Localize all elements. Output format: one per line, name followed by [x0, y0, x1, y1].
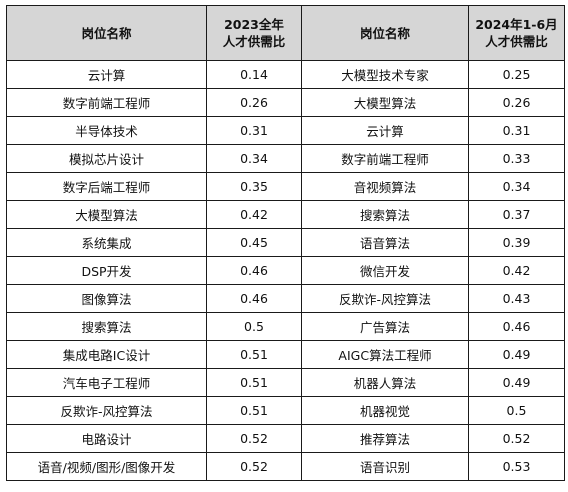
- job-name-2024-cell: AIGC算法工程师: [301, 340, 469, 369]
- header-ratio-2023-period: 2023全年: [224, 17, 284, 32]
- talent-ratio-table: 岗位名称 2023全年 人才供需比 岗位名称 2024年1-6月 人才供需比 云…: [6, 5, 565, 481]
- header-ratio-2023: 2023全年 人才供需比: [206, 5, 302, 61]
- ratio-2023-cell: 0.35: [206, 172, 302, 201]
- job-name-2024-cell: 反欺诈-风控算法: [301, 284, 469, 313]
- job-name-2023-cell: 大模型算法: [6, 200, 207, 229]
- ratio-2023-cell: 0.42: [206, 200, 302, 229]
- header-ratio-2024-label: 人才供需比: [485, 34, 548, 49]
- table-row: 汽车电子工程师 0.51 机器人算法 0.49: [6, 368, 565, 397]
- job-name-2024-cell: 广告算法: [301, 312, 469, 341]
- table-row: 数字前端工程师 0.26 大模型算法 0.26: [6, 88, 565, 117]
- job-name-2023-cell: 集成电路IC设计: [6, 340, 207, 369]
- talent-ratio-table-container: 岗位名称 2023全年 人才供需比 岗位名称 2024年1-6月 人才供需比 云…: [6, 5, 565, 481]
- ratio-2023-cell: 0.45: [206, 228, 302, 257]
- ratio-2023-cell: 0.46: [206, 284, 302, 313]
- table-row: 图像算法 0.46 反欺诈-风控算法 0.43: [6, 284, 565, 313]
- job-name-2023-cell: 数字后端工程师: [6, 172, 207, 201]
- ratio-2023-cell: 0.46: [206, 256, 302, 285]
- job-name-2023-cell: 电路设计: [6, 424, 207, 453]
- ratio-2024-cell: 0.46: [468, 312, 565, 341]
- job-name-2023-cell: 搜索算法: [6, 312, 207, 341]
- job-name-2023-cell: 半导体技术: [6, 116, 207, 145]
- table-row: DSP开发 0.46 微信开发 0.42: [6, 256, 565, 285]
- table-header-row: 岗位名称 2023全年 人才供需比 岗位名称 2024年1-6月 人才供需比: [6, 5, 565, 61]
- header-ratio-2024-period: 2024年1-6月: [475, 17, 558, 32]
- job-name-2023-cell: 数字前端工程师: [6, 88, 207, 117]
- ratio-2023-cell: 0.34: [206, 144, 302, 173]
- table-row: 集成电路IC设计 0.51 AIGC算法工程师 0.49: [6, 340, 565, 369]
- header-ratio-2023-label: 人才供需比: [222, 34, 286, 49]
- ratio-2023-cell: 0.31: [206, 116, 302, 145]
- table-row: 云计算 0.14 大模型技术专家 0.25: [6, 60, 565, 89]
- ratio-2024-cell: 0.49: [468, 340, 565, 369]
- table-row: 模拟芯片设计 0.34 数字前端工程师 0.33: [6, 144, 565, 173]
- ratio-2024-cell: 0.26: [468, 88, 565, 117]
- ratio-2024-cell: 0.37: [468, 200, 565, 229]
- job-name-2024-cell: 大模型技术专家: [301, 60, 469, 89]
- table-row: 系统集成 0.45 语音算法 0.39: [6, 228, 565, 257]
- ratio-2023-cell: 0.5: [206, 312, 302, 341]
- job-name-2024-cell: 语音算法: [301, 228, 469, 257]
- table-row: 大模型算法 0.42 搜索算法 0.37: [6, 200, 565, 229]
- job-name-2024-cell: 语音识别: [301, 452, 469, 481]
- ratio-2023-cell: 0.52: [206, 452, 302, 481]
- table-row: 搜索算法 0.5 广告算法 0.46: [6, 312, 565, 341]
- ratio-2023-cell: 0.14: [206, 60, 302, 89]
- ratio-2024-cell: 0.42: [468, 256, 565, 285]
- job-name-2024-cell: 音视频算法: [301, 172, 469, 201]
- job-name-2024-cell: 微信开发: [301, 256, 469, 285]
- job-name-2024-cell: 推荐算法: [301, 424, 469, 453]
- job-name-2023-cell: 模拟芯片设计: [6, 144, 207, 173]
- job-name-2024-cell: 云计算: [301, 116, 469, 145]
- ratio-2024-cell: 0.5: [468, 396, 565, 425]
- ratio-2024-cell: 0.43: [468, 284, 565, 313]
- ratio-2024-cell: 0.39: [468, 228, 565, 257]
- ratio-2023-cell: 0.51: [206, 340, 302, 369]
- ratio-2023-cell: 0.52: [206, 424, 302, 453]
- table-row: 半导体技术 0.31 云计算 0.31: [6, 116, 565, 145]
- header-job-name-2023: 岗位名称: [6, 5, 207, 61]
- ratio-2024-cell: 0.25: [468, 60, 565, 89]
- table-body: 云计算 0.14 大模型技术专家 0.25 数字前端工程师 0.26 大模型算法 0.26 半导…: [6, 60, 565, 481]
- job-name-2024-cell: 搜索算法: [301, 200, 469, 229]
- ratio-2024-cell: 0.33: [468, 144, 565, 173]
- ratio-2024-cell: 0.34: [468, 172, 565, 201]
- job-name-2024-cell: 数字前端工程师: [301, 144, 469, 173]
- ratio-2024-cell: 0.49: [468, 368, 565, 397]
- job-name-2023-cell: 反欺诈-风控算法: [6, 396, 207, 425]
- ratio-2023-cell: 0.51: [206, 368, 302, 397]
- ratio-2024-cell: 0.53: [468, 452, 565, 481]
- job-name-2023-cell: DSP开发: [6, 256, 207, 285]
- job-name-2023-cell: 图像算法: [6, 284, 207, 313]
- job-name-2023-cell: 语音/视频/图形/图像开发: [6, 452, 207, 481]
- job-name-2024-cell: 大模型算法: [301, 88, 469, 117]
- table-row: 电路设计 0.52 推荐算法 0.52: [6, 424, 565, 453]
- table-row: 语音/视频/图形/图像开发 0.52 语音识别 0.53: [6, 452, 565, 481]
- ratio-2024-cell: 0.52: [468, 424, 565, 453]
- table-row: 反欺诈-风控算法 0.51 机器视觉 0.5: [6, 396, 565, 425]
- header-ratio-2024: 2024年1-6月 人才供需比: [468, 5, 565, 61]
- job-name-2023-cell: 系统集成: [6, 228, 207, 257]
- job-name-2024-cell: 机器视觉: [301, 396, 469, 425]
- job-name-2024-cell: 机器人算法: [301, 368, 469, 397]
- ratio-2023-cell: 0.51: [206, 396, 302, 425]
- table-row: 数字后端工程师 0.35 音视频算法 0.34: [6, 172, 565, 201]
- job-name-2023-cell: 云计算: [6, 60, 207, 89]
- ratio-2023-cell: 0.26: [206, 88, 302, 117]
- job-name-2023-cell: 汽车电子工程师: [6, 368, 207, 397]
- ratio-2024-cell: 0.31: [468, 116, 565, 145]
- header-job-name-2024: 岗位名称: [301, 5, 469, 61]
